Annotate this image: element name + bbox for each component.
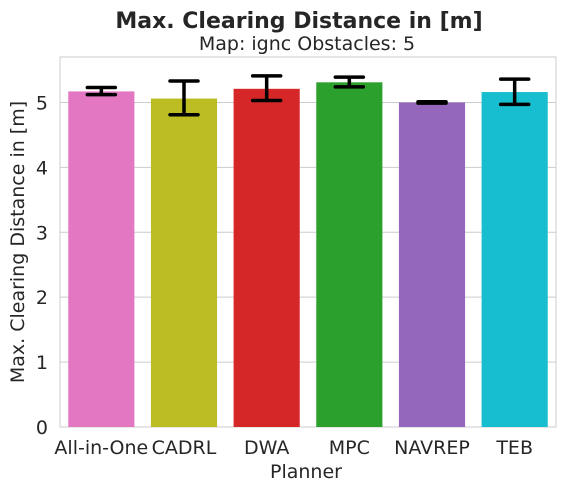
bars — [68, 82, 548, 428]
y-tick-label: 3 — [36, 222, 48, 244]
y-tick-label: 5 — [36, 92, 48, 114]
x-tick-label: NAVREP — [394, 437, 470, 459]
error-bar — [498, 77, 531, 107]
bar — [150, 98, 218, 428]
error-bar — [416, 100, 448, 105]
error-bars — [85, 74, 531, 117]
x-axis-ticks: All-in-One CADRL DWA MPC NAVREP TEB — [54, 437, 533, 459]
y-tick-label: 4 — [36, 157, 48, 179]
y-tick-label: 0 — [36, 417, 48, 439]
bar — [233, 88, 300, 428]
error-bar — [85, 85, 118, 97]
y-axis-label: Max. Clearing Distance in [m] — [7, 101, 29, 383]
y-tick-label: 1 — [36, 352, 48, 374]
chart-title: Max. Clearing Distance in [m] — [115, 9, 482, 34]
bar — [68, 91, 135, 428]
error-bar — [250, 74, 283, 103]
x-axis-label: Planner — [270, 461, 342, 483]
y-tick-label: 2 — [36, 287, 48, 309]
chart-subtitle: Map: ignc Obstacles: 5 — [199, 33, 415, 55]
plot-area — [59, 56, 557, 428]
bar — [316, 82, 383, 427]
y-axis-ticks: 0 1 2 3 4 5 — [36, 92, 48, 439]
bar — [398, 102, 466, 427]
x-tick-label: DWA — [244, 437, 289, 459]
x-tick-label: TEB — [495, 437, 533, 459]
gridlines — [60, 101, 556, 428]
x-tick-label: CADRL — [152, 437, 217, 459]
plot-frame — [59, 56, 557, 428]
error-bar — [333, 75, 366, 89]
x-tick-label: All-in-One — [54, 437, 148, 459]
x-tick-label: MPC — [329, 437, 370, 459]
error-bar — [168, 79, 200, 117]
bar — [481, 92, 548, 427]
